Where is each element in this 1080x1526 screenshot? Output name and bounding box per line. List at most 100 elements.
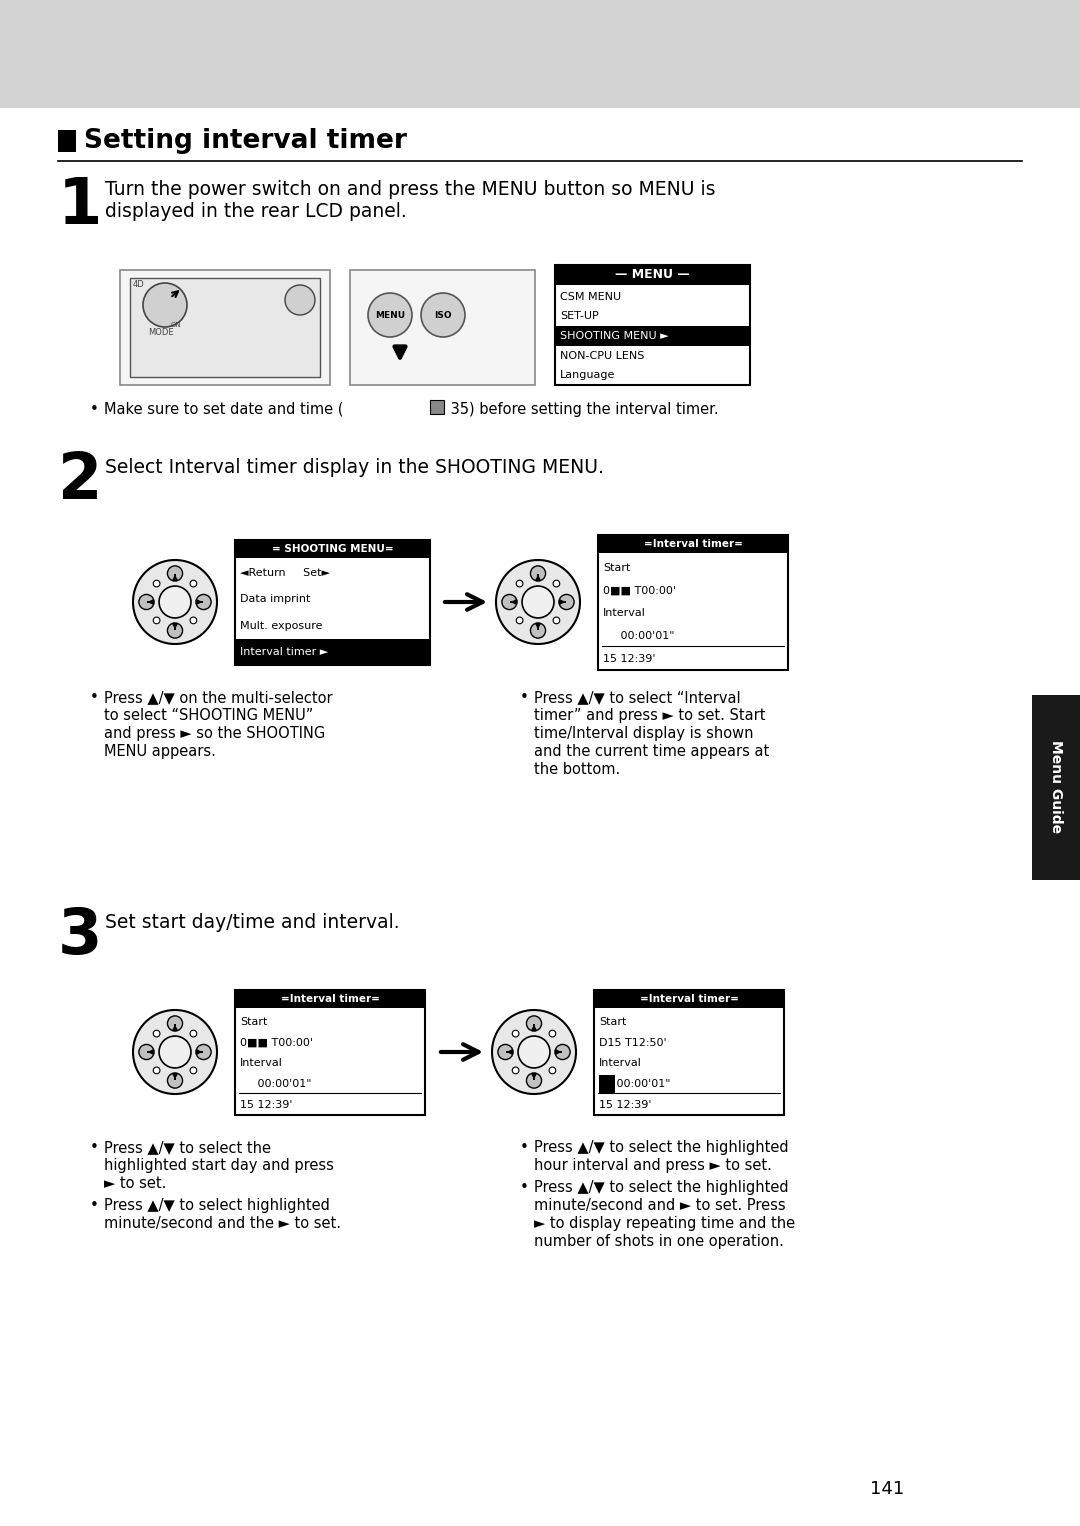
Text: 0■■ T00:00': 0■■ T00:00' bbox=[240, 1038, 313, 1048]
Circle shape bbox=[190, 1030, 197, 1038]
Text: Interval: Interval bbox=[240, 1059, 283, 1068]
Bar bbox=[235, 540, 430, 559]
Text: Select Interval timer display in the SHOOTING MENU.: Select Interval timer display in the SHO… bbox=[105, 458, 604, 478]
Bar bbox=[555, 266, 750, 385]
Text: Language: Language bbox=[561, 371, 616, 380]
Circle shape bbox=[518, 1036, 550, 1068]
Text: to select “SHOOTING MENU”: to select “SHOOTING MENU” bbox=[104, 708, 313, 723]
Text: Press ▲/▼ to select highlighted: Press ▲/▼ to select highlighted bbox=[104, 1198, 329, 1213]
Text: •: • bbox=[519, 1140, 529, 1155]
Text: Press ▲/▼ to select the: Press ▲/▼ to select the bbox=[104, 1140, 271, 1155]
Bar bbox=[599, 1074, 615, 1094]
Circle shape bbox=[153, 617, 160, 624]
Circle shape bbox=[153, 1067, 160, 1074]
Text: minute/second and the ► to set.: minute/second and the ► to set. bbox=[104, 1216, 341, 1231]
Text: =Interval timer=: =Interval timer= bbox=[281, 993, 379, 1004]
Text: 00:00'01": 00:00'01" bbox=[603, 632, 675, 641]
Circle shape bbox=[167, 623, 183, 638]
Circle shape bbox=[549, 1030, 556, 1038]
Text: ► to display repeating time and the: ► to display repeating time and the bbox=[534, 1216, 795, 1231]
Text: SET-UP: SET-UP bbox=[561, 311, 598, 322]
Bar bbox=[237, 639, 429, 665]
Circle shape bbox=[526, 1016, 541, 1032]
Circle shape bbox=[553, 580, 559, 588]
Text: Press ▲/▼ to select the highlighted: Press ▲/▼ to select the highlighted bbox=[534, 1140, 788, 1155]
Text: Interval: Interval bbox=[599, 1059, 642, 1068]
Text: Start: Start bbox=[599, 1018, 626, 1027]
Bar bbox=[598, 536, 788, 552]
Bar bbox=[235, 990, 426, 1116]
Circle shape bbox=[153, 1030, 160, 1038]
Text: Make sure to set date and time (: Make sure to set date and time ( bbox=[104, 401, 343, 417]
Text: and press ► so the SHOOTING: and press ► so the SHOOTING bbox=[104, 726, 325, 742]
Text: 1: 1 bbox=[58, 175, 103, 237]
Circle shape bbox=[553, 617, 559, 624]
Circle shape bbox=[195, 1044, 211, 1059]
Text: =Interval timer=: =Interval timer= bbox=[639, 993, 739, 1004]
Text: Press ▲/▼ to select “Interval: Press ▲/▼ to select “Interval bbox=[534, 690, 741, 705]
Text: Interval: Interval bbox=[603, 609, 646, 618]
Bar bbox=[1032, 694, 1080, 881]
Circle shape bbox=[143, 282, 187, 327]
Text: 4D: 4D bbox=[133, 279, 145, 288]
Text: •: • bbox=[90, 401, 99, 417]
Text: •: • bbox=[90, 1198, 99, 1213]
Bar bbox=[555, 266, 750, 285]
Text: = SHOOTING MENU=: = SHOOTING MENU= bbox=[272, 543, 393, 554]
Circle shape bbox=[190, 1067, 197, 1074]
Text: Menu Guide: Menu Guide bbox=[1049, 740, 1063, 833]
Text: Press ▲/▼ to select the highlighted: Press ▲/▼ to select the highlighted bbox=[534, 1180, 788, 1195]
Bar bbox=[235, 540, 430, 665]
Text: =Interval timer=: =Interval timer= bbox=[644, 539, 742, 549]
Bar bbox=[594, 990, 784, 1116]
Circle shape bbox=[502, 595, 517, 609]
Circle shape bbox=[139, 595, 154, 609]
Circle shape bbox=[530, 623, 545, 638]
Circle shape bbox=[530, 566, 545, 581]
Text: MODE: MODE bbox=[148, 328, 174, 337]
Text: 0■■ T00:00': 0■■ T00:00' bbox=[603, 586, 676, 595]
Circle shape bbox=[516, 580, 523, 588]
Text: •: • bbox=[519, 1180, 529, 1195]
Text: Start: Start bbox=[603, 563, 631, 574]
Bar bbox=[598, 536, 788, 670]
Bar bbox=[350, 270, 535, 385]
Text: highlighted start day and press: highlighted start day and press bbox=[104, 1158, 334, 1173]
Text: Interval timer ►: Interval timer ► bbox=[240, 647, 328, 656]
Text: 2: 2 bbox=[58, 450, 103, 513]
Circle shape bbox=[421, 293, 465, 337]
Text: 15 12:39': 15 12:39' bbox=[240, 1100, 293, 1109]
Circle shape bbox=[190, 580, 197, 588]
Circle shape bbox=[368, 293, 411, 337]
Circle shape bbox=[549, 1067, 556, 1074]
Bar bbox=[58, 130, 76, 153]
Text: D15 T12:50': D15 T12:50' bbox=[599, 1038, 666, 1048]
Text: 00:00'01": 00:00'01" bbox=[240, 1079, 311, 1090]
Text: displayed in the rear LCD panel.: displayed in the rear LCD panel. bbox=[105, 201, 407, 221]
Bar bbox=[0, 0, 1080, 108]
Text: ON: ON bbox=[171, 322, 181, 328]
Bar bbox=[594, 990, 784, 1009]
Bar bbox=[430, 400, 444, 414]
Bar bbox=[130, 278, 320, 377]
Circle shape bbox=[190, 617, 197, 624]
Bar bbox=[556, 327, 750, 346]
Circle shape bbox=[167, 1073, 183, 1088]
Circle shape bbox=[526, 1073, 541, 1088]
Text: time/Interval display is shown: time/Interval display is shown bbox=[534, 726, 754, 742]
Text: Turn the power switch on and press the MENU button so MENU is: Turn the power switch on and press the M… bbox=[105, 180, 715, 198]
Circle shape bbox=[133, 1010, 217, 1094]
Bar bbox=[235, 990, 426, 1009]
Circle shape bbox=[159, 1036, 191, 1068]
Circle shape bbox=[195, 595, 211, 609]
Text: MENU appears.: MENU appears. bbox=[104, 745, 216, 758]
Text: and the current time appears at: and the current time appears at bbox=[534, 745, 769, 758]
Text: ISO: ISO bbox=[434, 310, 451, 319]
Text: — MENU —: — MENU — bbox=[616, 269, 690, 281]
Circle shape bbox=[167, 566, 183, 581]
Circle shape bbox=[133, 560, 217, 644]
Bar bbox=[120, 270, 330, 385]
Circle shape bbox=[159, 586, 191, 618]
Text: Setting interval timer: Setting interval timer bbox=[84, 128, 407, 154]
Circle shape bbox=[492, 1010, 576, 1094]
